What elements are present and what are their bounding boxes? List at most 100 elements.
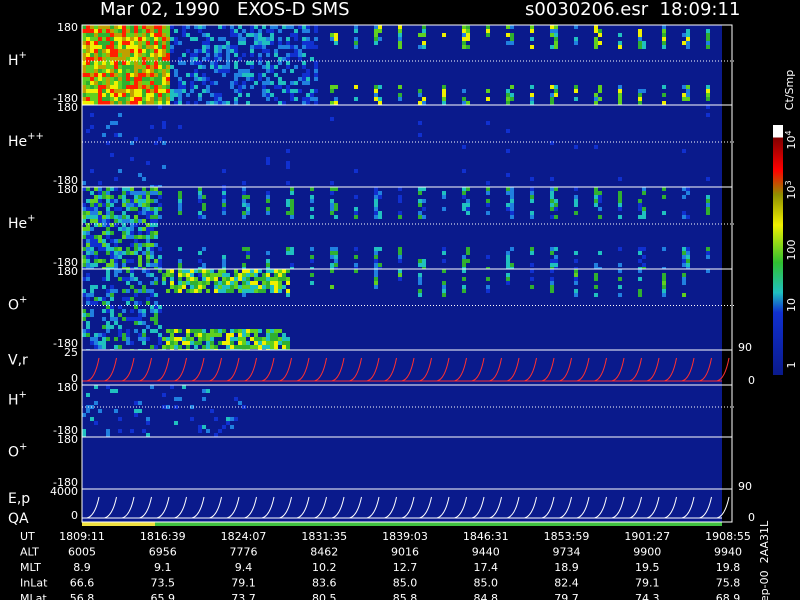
spectrogram-cell bbox=[618, 247, 622, 251]
spectrogram-cell bbox=[102, 231, 106, 235]
spectrogram-cell bbox=[134, 329, 138, 333]
spectrogram-cell bbox=[222, 341, 226, 345]
spectrogram-cell bbox=[182, 337, 186, 341]
spectrogram-cell bbox=[174, 341, 178, 345]
spectrogram-cell bbox=[154, 329, 158, 333]
spectrogram-cell bbox=[286, 45, 290, 49]
spectrogram-cell bbox=[90, 69, 94, 73]
spectrogram-cell bbox=[142, 269, 146, 273]
spectrogram-cell bbox=[142, 53, 146, 57]
spectrogram-cell bbox=[222, 169, 226, 173]
spectrogram-cell bbox=[442, 293, 446, 297]
spectrogram-cell bbox=[226, 281, 230, 285]
spectrogram-cell bbox=[142, 57, 146, 61]
spectrogram-cell bbox=[122, 317, 126, 321]
spectrogram-cell bbox=[106, 77, 110, 81]
spectrogram-cell bbox=[146, 421, 150, 425]
spectrogram-cell bbox=[106, 231, 110, 235]
spectrogram-cell bbox=[214, 277, 218, 281]
spectrogram-cell bbox=[110, 101, 114, 105]
spectrogram-cell bbox=[194, 285, 198, 289]
spectrogram-cell bbox=[166, 85, 170, 89]
spectrogram-cell bbox=[202, 281, 206, 285]
spectrogram-cell bbox=[422, 215, 426, 219]
spectrogram-cell bbox=[330, 89, 334, 93]
sweep-trace bbox=[611, 357, 625, 382]
spectrogram-cell bbox=[466, 187, 470, 191]
spectrogram-cell bbox=[134, 195, 138, 199]
spectrogram-cell bbox=[618, 195, 622, 199]
spectrogram-cell bbox=[230, 25, 234, 29]
sweep-trace bbox=[681, 357, 695, 382]
spectrogram-cell bbox=[250, 45, 254, 49]
spectrogram-cell bbox=[134, 137, 138, 141]
spectrogram-cell bbox=[202, 247, 206, 251]
spectrogram-cell bbox=[294, 45, 298, 49]
spectrogram-cell bbox=[234, 49, 238, 53]
spectrogram-cell bbox=[138, 33, 142, 37]
spectrogram-cell bbox=[130, 89, 134, 93]
spectrogram-cell bbox=[166, 49, 170, 53]
spectrogram-cell bbox=[138, 45, 142, 49]
spectrogram-cell bbox=[134, 97, 138, 101]
spectrogram-cell bbox=[146, 289, 150, 293]
spectrogram-cell bbox=[146, 161, 150, 165]
spectrogram-cell bbox=[178, 85, 182, 89]
spectrogram-cell bbox=[278, 281, 282, 285]
spectrogram-cell bbox=[706, 33, 710, 37]
spectrogram-cell bbox=[102, 33, 106, 37]
spectrogram-cell bbox=[154, 223, 158, 227]
y-tick-label: -180 bbox=[53, 92, 78, 105]
spectrogram-cell bbox=[262, 337, 266, 341]
spectrogram-cell bbox=[258, 45, 262, 49]
spectrogram-cell bbox=[278, 41, 282, 45]
spectrogram-cell bbox=[90, 101, 94, 105]
spectrogram-cell bbox=[194, 73, 198, 77]
spectrogram-cell bbox=[466, 207, 470, 211]
spectrogram-cell bbox=[142, 97, 146, 101]
spectrogram-cell bbox=[218, 69, 222, 73]
spectrogram-cell bbox=[154, 101, 158, 105]
spectrogram-cell bbox=[106, 191, 110, 195]
spectrogram-cell bbox=[146, 203, 150, 207]
spectrogram-cell bbox=[154, 89, 158, 93]
spectrogram-cell bbox=[186, 73, 190, 77]
table-cell: 1846:31 bbox=[463, 530, 509, 543]
spectrogram-cell bbox=[98, 61, 102, 65]
spectrogram-cell bbox=[238, 41, 242, 45]
spectrogram-cell bbox=[250, 77, 254, 81]
spectrogram-cell bbox=[178, 195, 182, 199]
spectrogram-cell bbox=[110, 309, 114, 313]
spectrogram-cell bbox=[86, 297, 90, 301]
spectrogram-cell bbox=[146, 227, 150, 231]
spectrogram-cell bbox=[234, 337, 238, 341]
spectrogram-cell bbox=[638, 247, 642, 251]
spectrogram-cell bbox=[158, 41, 162, 45]
spectrogram-cell bbox=[134, 305, 138, 309]
spectrogram-cell bbox=[594, 25, 598, 29]
spectrogram-cell bbox=[150, 281, 154, 285]
spectrogram-cell bbox=[334, 247, 338, 251]
spectrogram-cell bbox=[130, 219, 134, 223]
spectrogram-cell bbox=[310, 207, 314, 211]
spectrogram-cell bbox=[302, 97, 306, 101]
spectrogram-cell bbox=[122, 215, 126, 219]
spectrogram-cell bbox=[638, 203, 642, 207]
spectrogram-cell bbox=[94, 203, 98, 207]
spectrogram-cell bbox=[154, 93, 158, 97]
spectrogram-cell bbox=[114, 247, 118, 251]
spectrogram-cell bbox=[122, 199, 126, 203]
spectrogram-cell bbox=[118, 247, 122, 251]
spectrogram-cell bbox=[218, 333, 222, 337]
spectrogram-cell bbox=[442, 93, 446, 97]
spectrogram-cell bbox=[118, 429, 122, 433]
spectrogram-cell bbox=[398, 215, 402, 219]
sweep-trace bbox=[244, 496, 257, 519]
spectrogram-cell bbox=[142, 191, 146, 195]
spectrogram-cell bbox=[94, 33, 98, 37]
sweep-trace bbox=[471, 496, 485, 519]
spectrogram-cell bbox=[298, 89, 302, 93]
spectrogram-cell bbox=[398, 199, 402, 203]
spectrogram-cell bbox=[506, 149, 510, 153]
spectrogram-cell bbox=[258, 77, 262, 81]
